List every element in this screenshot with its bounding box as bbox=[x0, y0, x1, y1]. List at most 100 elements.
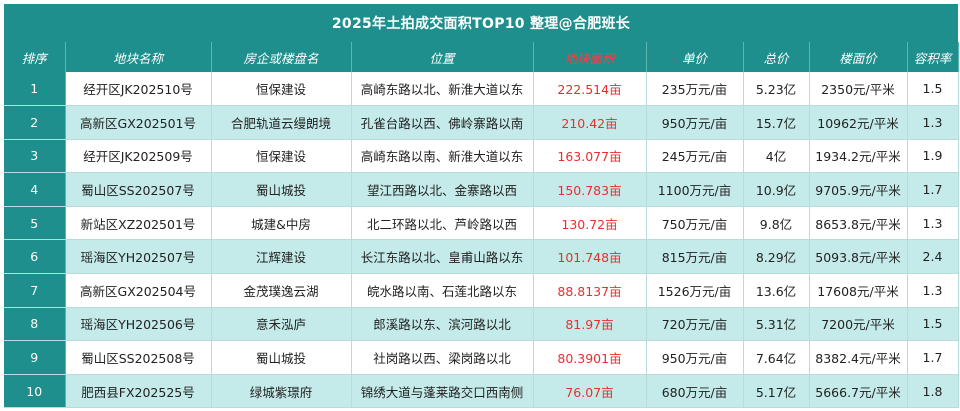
ranking-table: 排序 地块名称 房企或楼盘名 位置 地块面积 单价 总价 楼面价 容积率 1 经开… bbox=[4, 42, 959, 409]
table-row: 7 高新区GX202504号 金茂璞逸云湖 皖水路以南、石莲北路以东 88.8137亩 1… bbox=[4, 273, 959, 308]
unit-price-cell: 750万元/亩 bbox=[646, 206, 744, 241]
far-cell: 1.9 bbox=[907, 139, 959, 174]
total-price-cell: 9.8亿 bbox=[743, 206, 810, 241]
rank-cell: 5 bbox=[4, 206, 66, 241]
unit-price-cell: 680万元/亩 bbox=[646, 374, 744, 409]
total-price-cell: 13.6亿 bbox=[743, 273, 810, 308]
area-cell: 88.8137亩 bbox=[533, 273, 647, 308]
total-price-cell: 4亿 bbox=[743, 139, 810, 174]
rank-cell: 10 bbox=[4, 374, 66, 409]
far-cell: 1.7 bbox=[907, 172, 959, 207]
plot-name-cell: 高新区GX202501号 bbox=[65, 105, 212, 140]
table-row: 8 瑶海区YH202506号 意禾泓庐 郎溪路以东、滨河路以北 81.97亩 720万元/… bbox=[4, 307, 959, 342]
area-cell: 80.3901亩 bbox=[533, 340, 647, 375]
location-cell: 皖水路以南、石莲北路以东 bbox=[351, 273, 534, 308]
table-row: 1 经开区JK202510号 恒保建设 高崎东路以北、新淮大道以东 222.514亩 23… bbox=[4, 72, 959, 107]
developer-cell: 蜀山城投 bbox=[211, 340, 352, 375]
area-cell: 210.42亩 bbox=[533, 105, 647, 140]
plot-name-cell: 蜀山区SS202507号 bbox=[65, 172, 212, 207]
col-header-area: 地块面积 bbox=[533, 42, 647, 72]
table-row: 4 蜀山区SS202507号 蜀山城投 望江西路以北、金寨路以西 150.783亩 110… bbox=[4, 172, 959, 207]
developer-cell: 恒保建设 bbox=[211, 72, 352, 107]
plot-name-cell: 新站区XZ202501号 bbox=[65, 206, 212, 241]
plot-name-cell: 高新区GX202504号 bbox=[65, 273, 212, 308]
table-body: 1 经开区JK202510号 恒保建设 高崎东路以北、新淮大道以东 222.514亩 23… bbox=[4, 72, 959, 409]
col-header-far: 容积率 bbox=[907, 42, 959, 72]
col-header-unit-price: 单价 bbox=[646, 42, 744, 72]
total-price-cell: 7.64亿 bbox=[743, 340, 810, 375]
col-header-total: 总价 bbox=[743, 42, 810, 72]
area-cell: 222.514亩 bbox=[533, 72, 647, 107]
table-row: 6 瑶海区YH202507号 江辉建设 长江东路以北、皇甫山路以东 101.748亩 81… bbox=[4, 239, 959, 275]
total-price-cell: 5.17亿 bbox=[743, 374, 810, 409]
rank-cell: 3 bbox=[4, 139, 66, 174]
developer-cell: 江辉建设 bbox=[211, 239, 352, 275]
developer-cell: 意禾泓庐 bbox=[211, 307, 352, 342]
col-header-rank: 排序 bbox=[4, 42, 66, 72]
plot-name-cell: 蜀山区SS202508号 bbox=[65, 340, 212, 375]
total-price-cell: 5.23亿 bbox=[743, 72, 810, 107]
developer-cell: 蜀山城投 bbox=[211, 172, 352, 207]
far-cell: 1.7 bbox=[907, 340, 959, 375]
floor-price-cell: 5666.7元/平米 bbox=[809, 374, 908, 409]
far-cell: 1.5 bbox=[907, 72, 959, 107]
location-cell: 北二环路以北、芦岭路以西 bbox=[351, 206, 534, 241]
location-cell: 望江西路以北、金寨路以西 bbox=[351, 172, 534, 207]
developer-cell: 绿城紫璟府 bbox=[211, 374, 352, 409]
rank-cell: 2 bbox=[4, 105, 66, 140]
rank-cell: 6 bbox=[4, 239, 66, 275]
location-cell: 长江东路以北、皇甫山路以东 bbox=[351, 239, 534, 275]
plot-name-cell: 肥西县FX202525号 bbox=[65, 374, 212, 409]
rank-cell: 8 bbox=[4, 307, 66, 342]
unit-price-cell: 235万元/亩 bbox=[646, 72, 744, 107]
unit-price-cell: 1526万元/亩 bbox=[646, 273, 744, 308]
total-price-cell: 8.29亿 bbox=[743, 239, 810, 275]
plot-name-cell: 经开区JK202509号 bbox=[65, 139, 212, 174]
floor-price-cell: 10962元/平米 bbox=[809, 105, 908, 140]
floor-price-cell: 17608元/平米 bbox=[809, 273, 908, 308]
location-cell: 锦绣大道与蓬莱路交口西南侧 bbox=[351, 374, 534, 409]
unit-price-cell: 815万元/亩 bbox=[646, 239, 744, 275]
floor-price-cell: 7200元/平米 bbox=[809, 307, 908, 342]
plot-name-cell: 瑶海区YH202506号 bbox=[65, 307, 212, 342]
far-cell: 1.8 bbox=[907, 374, 959, 409]
unit-price-cell: 1100万元/亩 bbox=[646, 172, 744, 207]
plot-name-cell: 瑶海区YH202507号 bbox=[65, 239, 212, 275]
total-price-cell: 10.9亿 bbox=[743, 172, 810, 207]
floor-price-cell: 5093.8元/平米 bbox=[809, 239, 908, 275]
far-cell: 1.3 bbox=[907, 206, 959, 241]
area-cell: 130.72亩 bbox=[533, 206, 647, 241]
far-cell: 2.4 bbox=[907, 239, 959, 275]
location-cell: 社岗路以西、梁岗路以北 bbox=[351, 340, 534, 375]
area-cell: 76.07亩 bbox=[533, 374, 647, 409]
unit-price-cell: 245万元/亩 bbox=[646, 139, 744, 174]
total-price-cell: 15.7亿 bbox=[743, 105, 810, 140]
plot-name-cell: 经开区JK202510号 bbox=[65, 72, 212, 107]
table-row: 5 新站区XZ202501号 城建&中房 北二环路以北、芦岭路以西 130.72亩 750… bbox=[4, 206, 959, 241]
col-header-plot: 地块名称 bbox=[65, 42, 212, 72]
floor-price-cell: 9705.9元/平米 bbox=[809, 172, 908, 207]
col-header-floor-price: 楼面价 bbox=[809, 42, 908, 72]
developer-cell: 合肥轨道云缦朗境 bbox=[211, 105, 352, 140]
area-cell: 81.97亩 bbox=[533, 307, 647, 342]
table-title: 2025年土拍成交面积TOP10 整理@合肥班长 bbox=[4, 4, 958, 42]
area-cell: 101.748亩 bbox=[533, 239, 647, 275]
far-cell: 1.3 bbox=[907, 273, 959, 308]
col-header-developer: 房企或楼盘名 bbox=[211, 42, 352, 72]
floor-price-cell: 2350元/平米 bbox=[809, 72, 908, 107]
unit-price-cell: 950万元/亩 bbox=[646, 105, 744, 140]
rank-cell: 9 bbox=[4, 340, 66, 375]
table-row: 2 高新区GX202501号 合肥轨道云缦朗境 孔雀台路以西、佛岭寨路以南 210.42… bbox=[4, 105, 959, 140]
developer-cell: 恒保建设 bbox=[211, 139, 352, 174]
far-cell: 1.3 bbox=[907, 105, 959, 140]
far-cell: 1.5 bbox=[907, 307, 959, 342]
rank-cell: 4 bbox=[4, 172, 66, 207]
location-cell: 高崎东路以南、新淮大道以东 bbox=[351, 139, 534, 174]
location-cell: 郎溪路以东、滨河路以北 bbox=[351, 307, 534, 342]
area-cell: 163.077亩 bbox=[533, 139, 647, 174]
developer-cell: 金茂璞逸云湖 bbox=[211, 273, 352, 308]
floor-price-cell: 8653.8元/平米 bbox=[809, 206, 908, 241]
table-row: 10 肥西县FX202525号 绿城紫璟府 锦绣大道与蓬莱路交口西南侧 76.07亩 68… bbox=[4, 374, 959, 409]
table-row: 3 经开区JK202509号 恒保建设 高崎东路以南、新淮大道以东 163.077亩 24… bbox=[4, 139, 959, 174]
